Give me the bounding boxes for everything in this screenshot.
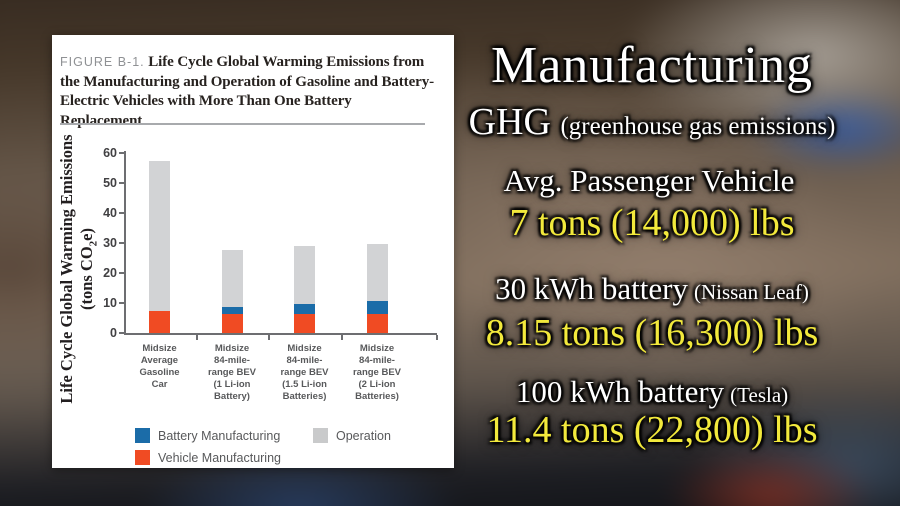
x-tick-mark bbox=[340, 335, 343, 340]
y-tick-mark bbox=[119, 182, 124, 184]
bar-segment bbox=[294, 314, 315, 333]
y-tick-label: 40 bbox=[103, 206, 117, 220]
y-axis-label-line1: Life Cycle Global Warming Emissions bbox=[57, 134, 76, 404]
stacked-bar bbox=[294, 153, 315, 333]
x-axis-line bbox=[124, 333, 437, 335]
bar-segment bbox=[221, 249, 243, 307]
bar-segment bbox=[366, 243, 388, 302]
y-tick-mark bbox=[119, 212, 124, 214]
ghg-abbrev: GHG bbox=[468, 101, 551, 143]
figure-title-text: Life Cycle Global Warming Emissions from… bbox=[60, 54, 434, 129]
row-100kwh-label: 100 kWh battery (Tesla) bbox=[515, 374, 789, 409]
row-30kwh-label: 30 kWh battery (Nissan Leaf) bbox=[495, 271, 809, 306]
row-30kwh-value: 8.15 tons (16,300) lbs bbox=[485, 312, 819, 354]
stacked-bar bbox=[221, 153, 243, 333]
stacked-bar bbox=[366, 153, 388, 333]
legend-swatch bbox=[135, 450, 150, 465]
y-tick-mark bbox=[119, 332, 124, 334]
y-tick-label: 0 bbox=[110, 326, 117, 340]
y-tick-mark bbox=[119, 302, 124, 304]
y-tick-mark bbox=[119, 272, 124, 274]
bar-segment bbox=[221, 306, 243, 315]
legend-label: Operation bbox=[336, 429, 391, 443]
legend-swatch bbox=[313, 428, 328, 443]
legend-label: Battery Manufacturing bbox=[158, 429, 281, 443]
row-avg-vehicle-value: 7 tons (14,000) lbs bbox=[509, 202, 795, 244]
y-tick-label: 60 bbox=[103, 146, 117, 160]
x-tick-mark bbox=[268, 335, 271, 340]
figure-label: FIGURE B-1. bbox=[60, 55, 145, 69]
plot-area: 0 10 20 30 40 50 60 bbox=[103, 146, 438, 340]
y-axis-line bbox=[124, 151, 126, 335]
overlay-subtitle: GHG (greenhouse gas emissions) bbox=[452, 100, 852, 144]
bar-segment bbox=[366, 301, 388, 314]
legend-label: Vehicle Manufacturing bbox=[158, 451, 281, 465]
bar-segment bbox=[294, 246, 315, 304]
text-overlay: Manufacturing GHG (greenhouse gas emissi… bbox=[452, 0, 852, 506]
x-tick-mark bbox=[195, 335, 198, 340]
figure-title: FIGURE B-1. Life Cycle Global Warming Em… bbox=[60, 53, 436, 131]
x-axis-category-label: Midsize 84-mile-range BEV (2 Li-ion Batteri… bbox=[352, 343, 402, 402]
ghg-expansion: (greenhouse gas emissions) bbox=[560, 113, 836, 140]
overlay-title: Manufacturing bbox=[490, 37, 813, 94]
y-tick-label: 10 bbox=[103, 296, 117, 310]
y-tick-label: 30 bbox=[103, 236, 117, 250]
legend-swatch bbox=[135, 428, 150, 443]
x-axis-labels: Midsize Average Gasoline Car Midsize 84-mile-… bbox=[124, 343, 437, 413]
x-axis-category-label: Midsize 84-mile-range BEV (1 Li-ion Battery… bbox=[207, 343, 257, 402]
bar-segment bbox=[366, 313, 388, 333]
stacked-bar bbox=[149, 153, 170, 333]
bar-segment bbox=[294, 303, 315, 315]
figure-card: FIGURE B-1. Life Cycle Global Warming Em… bbox=[52, 35, 454, 468]
bar-segment bbox=[149, 161, 170, 312]
x-tick-mark bbox=[436, 335, 438, 340]
row-100kwh-value: 11.4 tons (22,800) lbs bbox=[486, 409, 818, 451]
y-tick-label: 20 bbox=[103, 266, 117, 280]
y-tick-label: 50 bbox=[103, 176, 117, 190]
bar-segment bbox=[149, 311, 170, 333]
x-axis-category-label: Midsize 84-mile-range BEV (1.5 Li-ion Batte… bbox=[280, 343, 329, 402]
bar-segment bbox=[221, 314, 243, 333]
row-avg-vehicle-label: Avg. Passenger Vehicle bbox=[503, 163, 795, 198]
title-divider bbox=[60, 123, 425, 125]
y-tick-mark bbox=[119, 242, 124, 244]
y-tick-mark bbox=[119, 152, 124, 154]
x-axis-category-label: Midsize Average Gasoline Car bbox=[139, 343, 180, 390]
